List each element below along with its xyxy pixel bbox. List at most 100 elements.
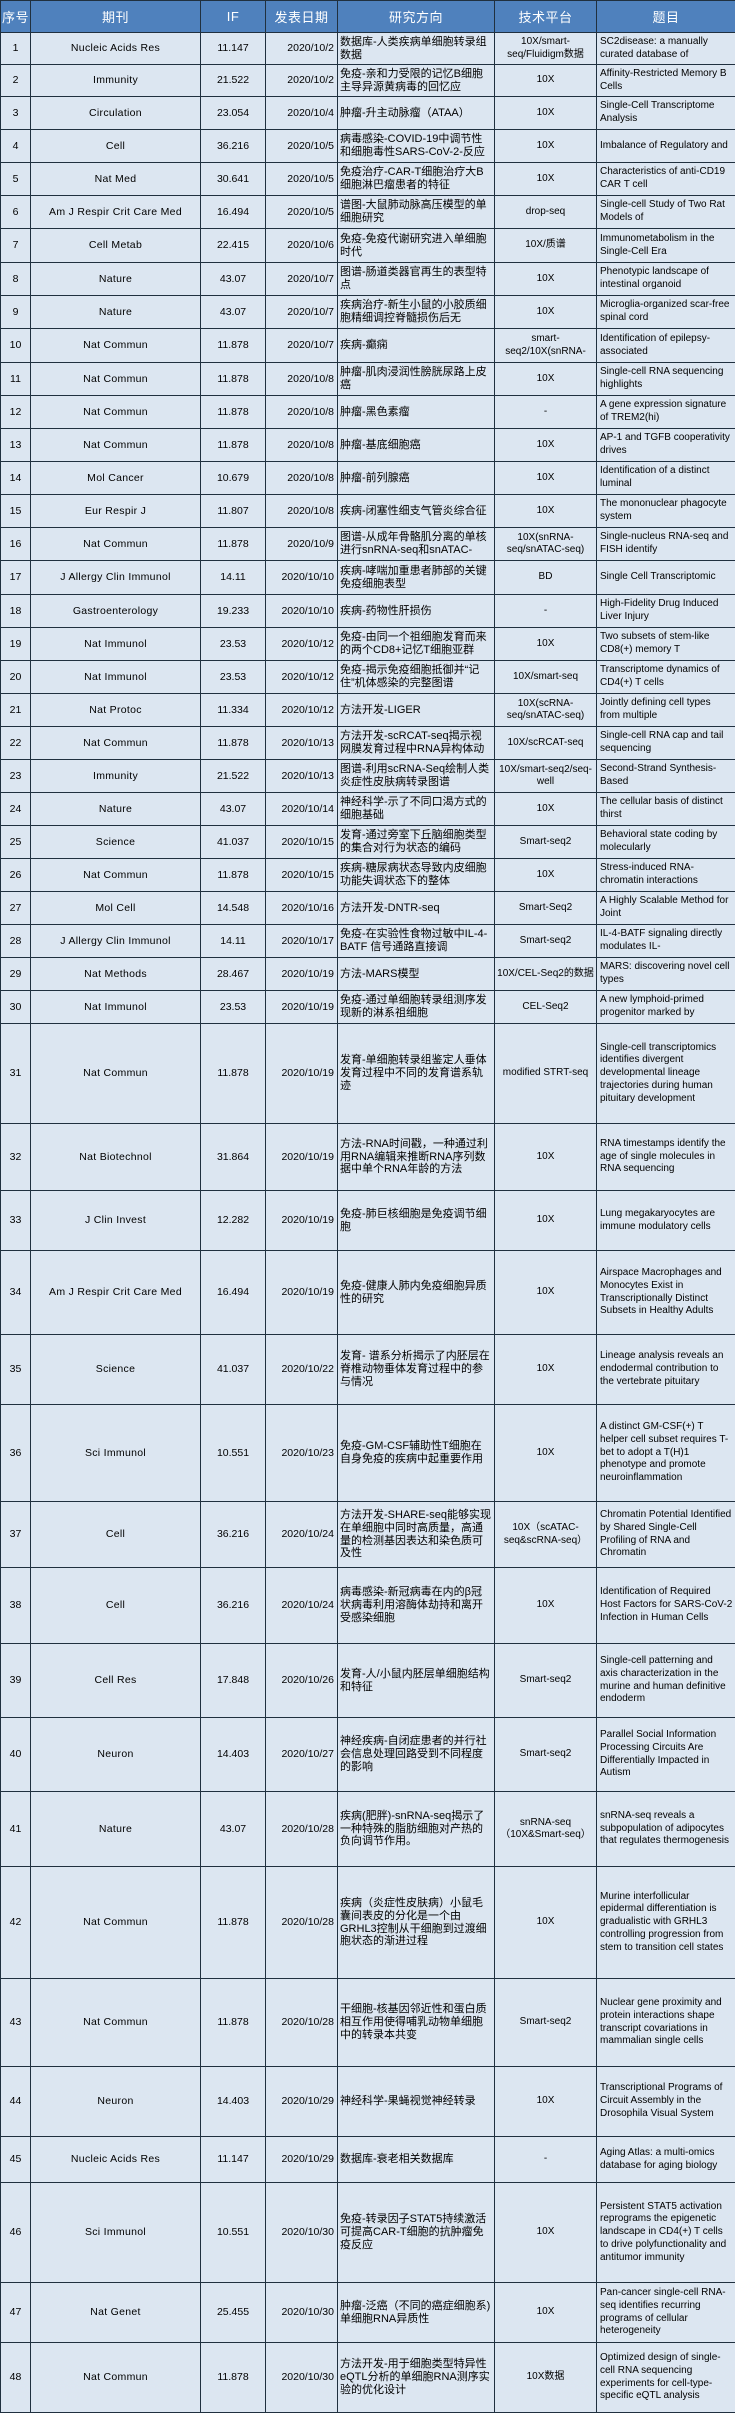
cell-date[interactable]: 2020/10/15 [266,826,338,859]
cell-if[interactable]: 11.878 [201,859,266,892]
cell-tech-platform[interactable]: 10X(scRNA-seq/snATAC-seq) [495,694,597,727]
cell-index[interactable]: 9 [1,296,31,329]
cell-date[interactable]: 2020/10/29 [266,2067,338,2137]
cell-index[interactable]: 13 [1,429,31,462]
cell-if[interactable]: 23.054 [201,97,266,130]
cell-tech-platform[interactable]: 10X [495,1568,597,1644]
cell-if[interactable]: 11.878 [201,363,266,396]
cell-journal[interactable]: Cell Metab [31,229,201,263]
cell-if[interactable]: 12.282 [201,1191,266,1251]
cell-date[interactable]: 2020/10/27 [266,1718,338,1792]
cell-if[interactable]: 10.551 [201,2183,266,2283]
cell-if[interactable]: 41.037 [201,826,266,859]
cell-tech-platform[interactable]: 10X [495,97,597,130]
cell-if[interactable]: 31.864 [201,1124,266,1191]
cell-if[interactable]: 16.494 [201,196,266,229]
cell-if[interactable]: 25.455 [201,2283,266,2343]
cell-journal[interactable]: Nat Commun [31,329,201,363]
cell-tech-platform[interactable]: 10X(snRNA-seq/snATAC-seq) [495,528,597,561]
cell-journal[interactable]: Mol Cell [31,892,201,925]
cell-tech-platform[interactable]: 10X/smart-seq2/seq-well [495,760,597,793]
cell-research-direction[interactable]: 发育- 谱系分析揭示了内胚层在脊椎动物垂体发育过程中的参与情况 [338,1335,495,1405]
cell-index[interactable]: 33 [1,1191,31,1251]
cell-title[interactable]: Two subsets of stem-like CD8(+) memory T [597,628,735,661]
cell-tech-platform[interactable]: 10X [495,1867,597,1979]
cell-if[interactable]: 11.878 [201,1979,266,2067]
cell-title[interactable]: A new lymphoid-primed progenitor marked … [597,991,735,1024]
cell-index[interactable]: 19 [1,628,31,661]
cell-title[interactable]: AP-1 and TGFΒ cooperativity drives [597,429,735,462]
cell-tech-platform[interactable]: 10X [495,1251,597,1335]
cell-journal[interactable]: Nature [31,263,201,296]
cell-index[interactable]: 14 [1,462,31,495]
cell-tech-platform[interactable]: BD [495,561,597,595]
cell-research-direction[interactable]: 肿瘤-泛癌（不同的癌症细胞系)单细胞RNA异质性 [338,2283,495,2343]
cell-if[interactable]: 43.07 [201,793,266,826]
cell-date[interactable]: 2020/10/28 [266,1867,338,1979]
cell-index[interactable]: 7 [1,229,31,263]
cell-date[interactable]: 2020/10/10 [266,561,338,595]
cell-tech-platform[interactable]: modified STRT-seq [495,1024,597,1124]
cell-research-direction[interactable]: 数据库-衰老相关数据库 [338,2137,495,2183]
cell-if[interactable]: 17.848 [201,1644,266,1718]
cell-title[interactable]: Persistent STAT5 activation reprograms t… [597,2183,735,2283]
cell-date[interactable]: 2020/10/7 [266,296,338,329]
cell-if[interactable]: 11.878 [201,329,266,363]
cell-journal[interactable]: Nucleic Acids Res [31,2137,201,2183]
cell-journal[interactable]: Nat Biotechnol [31,1124,201,1191]
cell-journal[interactable]: Nat Commun [31,429,201,462]
cell-journal[interactable]: Eur Respir J [31,495,201,528]
cell-tech-platform[interactable]: Smart-Seq2 [495,892,597,925]
cell-tech-platform[interactable]: 10X数据 [495,2343,597,2413]
cell-date[interactable]: 2020/10/4 [266,97,338,130]
cell-tech-platform[interactable]: 10X [495,2183,597,2283]
cell-index[interactable]: 43 [1,1979,31,2067]
cell-research-direction[interactable]: 方法-MARS模型 [338,958,495,991]
cell-journal[interactable]: Nat Commun [31,2343,201,2413]
cell-research-direction[interactable]: 干细胞-核基因邻近性和蛋白质相互作用使得哺乳动物单细胞中的转录本共变 [338,1979,495,2067]
cell-tech-platform[interactable]: CEL-Seq2 [495,991,597,1024]
cell-index[interactable]: 45 [1,2137,31,2183]
cell-index[interactable]: 44 [1,2067,31,2137]
cell-index[interactable]: 36 [1,1405,31,1502]
cell-index[interactable]: 23 [1,760,31,793]
cell-title[interactable]: Single-Cell Transcriptome Analysis [597,97,735,130]
cell-index[interactable]: 26 [1,859,31,892]
cell-date[interactable]: 2020/10/5 [266,130,338,163]
cell-research-direction[interactable]: 发育-单细胞转录组鉴定人垂体发育过程中不同的发育谱系轨迹 [338,1024,495,1124]
cell-date[interactable]: 2020/10/28 [266,1979,338,2067]
cell-research-direction[interactable]: 疾病-糖尿病状态导致内皮细胞功能失调状态下的整体 [338,859,495,892]
cell-date[interactable]: 2020/10/19 [266,1124,338,1191]
cell-tech-platform[interactable]: 10X [495,65,597,97]
cell-index[interactable]: 37 [1,1502,31,1568]
cell-research-direction[interactable]: 病毒感染-新冠病毒在内的β冠状病毒利用溶酶体劫持和离开受感染细胞 [338,1568,495,1644]
cell-index[interactable]: 3 [1,97,31,130]
cell-tech-platform[interactable]: 10X [495,859,597,892]
cell-index[interactable]: 48 [1,2343,31,2413]
cell-date[interactable]: 2020/10/12 [266,661,338,694]
cell-title[interactable]: Affinity-Restricted Memory B Cells [597,65,735,97]
cell-title[interactable]: Single-cell patterning and axis characte… [597,1644,735,1718]
cell-date[interactable]: 2020/10/19 [266,991,338,1024]
cell-date[interactable]: 2020/10/29 [266,2137,338,2183]
cell-research-direction[interactable]: 方法开发-scRCAT-seq揭示视网膜发育过程中RNA异构体动 [338,727,495,760]
cell-tech-platform[interactable]: 10X/scRCAT-seq [495,727,597,760]
cell-journal[interactable]: Science [31,1335,201,1405]
